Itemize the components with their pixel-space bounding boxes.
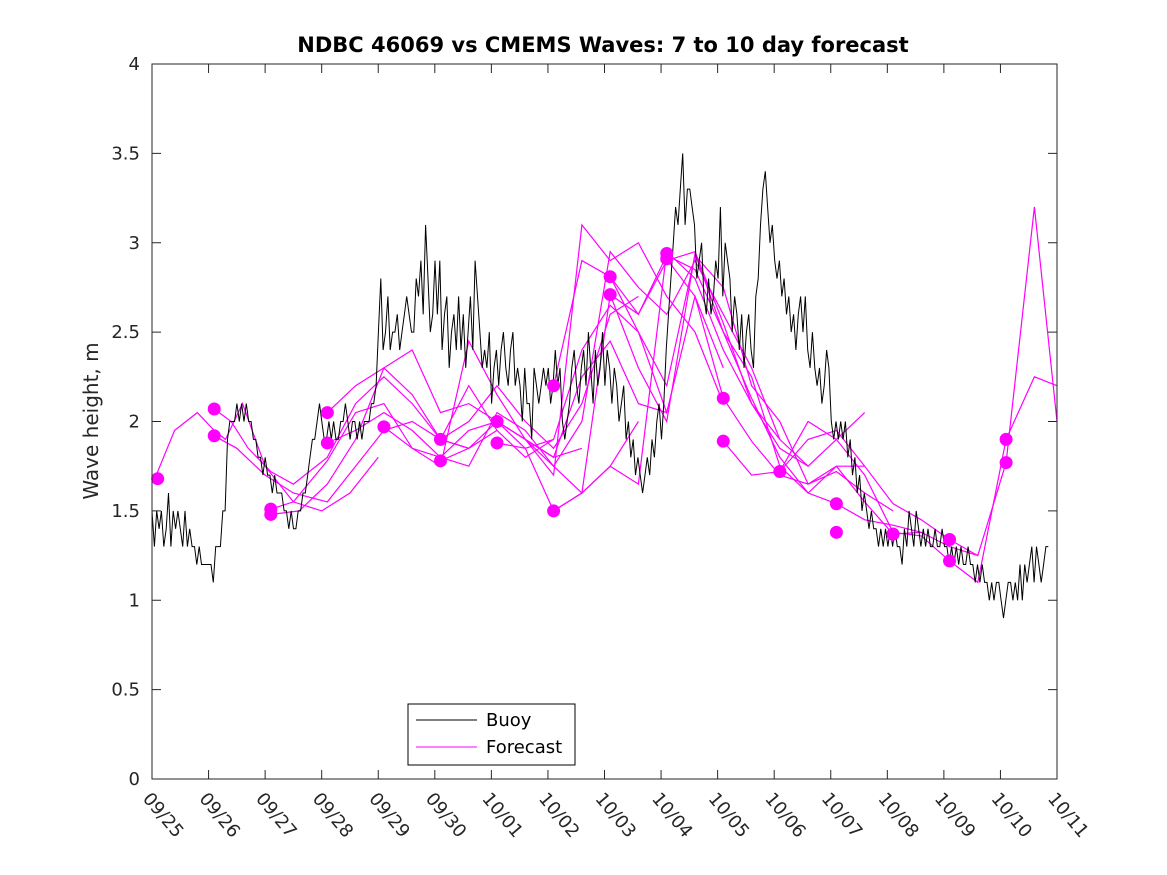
x-tick-label: 10/07 <box>817 789 866 842</box>
y-tick-label: 0 <box>129 769 140 790</box>
x-tick-label: 10/10 <box>987 789 1036 842</box>
forecast-marker <box>660 252 674 266</box>
forecast-marker <box>207 429 221 443</box>
x-tick-label: 09/30 <box>421 789 470 842</box>
forecast-marker <box>377 420 391 434</box>
forecast-marker <box>829 525 843 539</box>
x-tick-label: 10/03 <box>591 789 640 842</box>
x-tick-label: 10/01 <box>478 789 527 842</box>
x-tick-label: 10/05 <box>704 789 753 842</box>
legend-box <box>407 703 576 766</box>
y-tick-label: 3 <box>129 233 140 254</box>
forecast-marker <box>151 472 165 486</box>
forecast-marker <box>490 436 504 450</box>
forecast-marker <box>999 432 1013 446</box>
forecast-marker <box>716 391 730 405</box>
forecast-line <box>609 251 922 533</box>
forecast-marker <box>433 454 447 468</box>
forecast-marker <box>433 432 447 446</box>
x-tick-label: 09/29 <box>364 789 413 842</box>
x-tick-label: 10/09 <box>930 789 979 842</box>
x-tick-label: 09/28 <box>308 789 357 842</box>
plot-frame <box>151 63 1058 780</box>
x-tick-label: 10/08 <box>873 789 922 842</box>
forecast-line <box>213 375 469 485</box>
x-tick-label: 10/06 <box>760 789 809 842</box>
forecast-line <box>439 294 724 459</box>
forecast-line <box>213 420 498 503</box>
y-tick-label: 2.5 <box>111 322 140 343</box>
legend-buoy-label: Buoy <box>486 710 532 731</box>
forecast-marker <box>603 288 617 302</box>
forecast-line <box>666 258 978 557</box>
legend: Buoy Forecast <box>407 703 576 766</box>
forecast-marker <box>490 415 504 428</box>
forecast-marker <box>716 434 730 448</box>
x-tick-label: 09/25 <box>138 789 187 842</box>
forecast-marker <box>829 497 843 511</box>
buoy-line <box>151 153 1049 619</box>
forecast-marker <box>320 436 334 450</box>
x-tick-label: 09/27 <box>251 789 300 842</box>
y-axis-label: Wave height, m <box>79 342 103 499</box>
forecast-marker <box>603 270 617 284</box>
chart-title: NDBC 46069 vs CMEMS Waves: 7 to 10 day f… <box>297 33 908 57</box>
forecast-marker <box>773 465 787 479</box>
x-tick-label: 10/04 <box>647 789 696 842</box>
forecast-marker <box>320 406 334 420</box>
x-tick-label: 09/26 <box>195 789 244 842</box>
forecast-marker <box>943 554 957 568</box>
forecast-line <box>496 250 809 512</box>
forecast-line <box>779 376 1058 584</box>
y-tick-label: 1.5 <box>111 501 140 522</box>
y-tick-label: 1 <box>129 590 140 611</box>
x-tick-label: 10/11 <box>1043 789 1092 842</box>
forecast-marker <box>207 402 221 416</box>
y-tick-label: 0.5 <box>111 680 140 701</box>
forecast-line <box>154 402 379 512</box>
y-tick-label: 4 <box>129 54 140 75</box>
forecast-marker <box>886 527 900 541</box>
legend-forecast-label: Forecast <box>486 737 562 758</box>
forecast-marker <box>547 379 561 393</box>
forecast-line <box>440 223 724 477</box>
forecast-marker <box>264 507 278 521</box>
y-tick-label: 2 <box>129 412 140 433</box>
forecast-line <box>326 295 639 450</box>
forecast-line <box>553 254 865 512</box>
forecast-marker <box>999 456 1013 470</box>
forecast-marker <box>943 532 957 546</box>
forecast-marker <box>547 504 561 518</box>
plot-background <box>152 64 1057 779</box>
forecast-line <box>496 250 781 468</box>
x-tick-label: 10/02 <box>534 789 583 842</box>
y-tick-label: 3.5 <box>111 143 140 164</box>
